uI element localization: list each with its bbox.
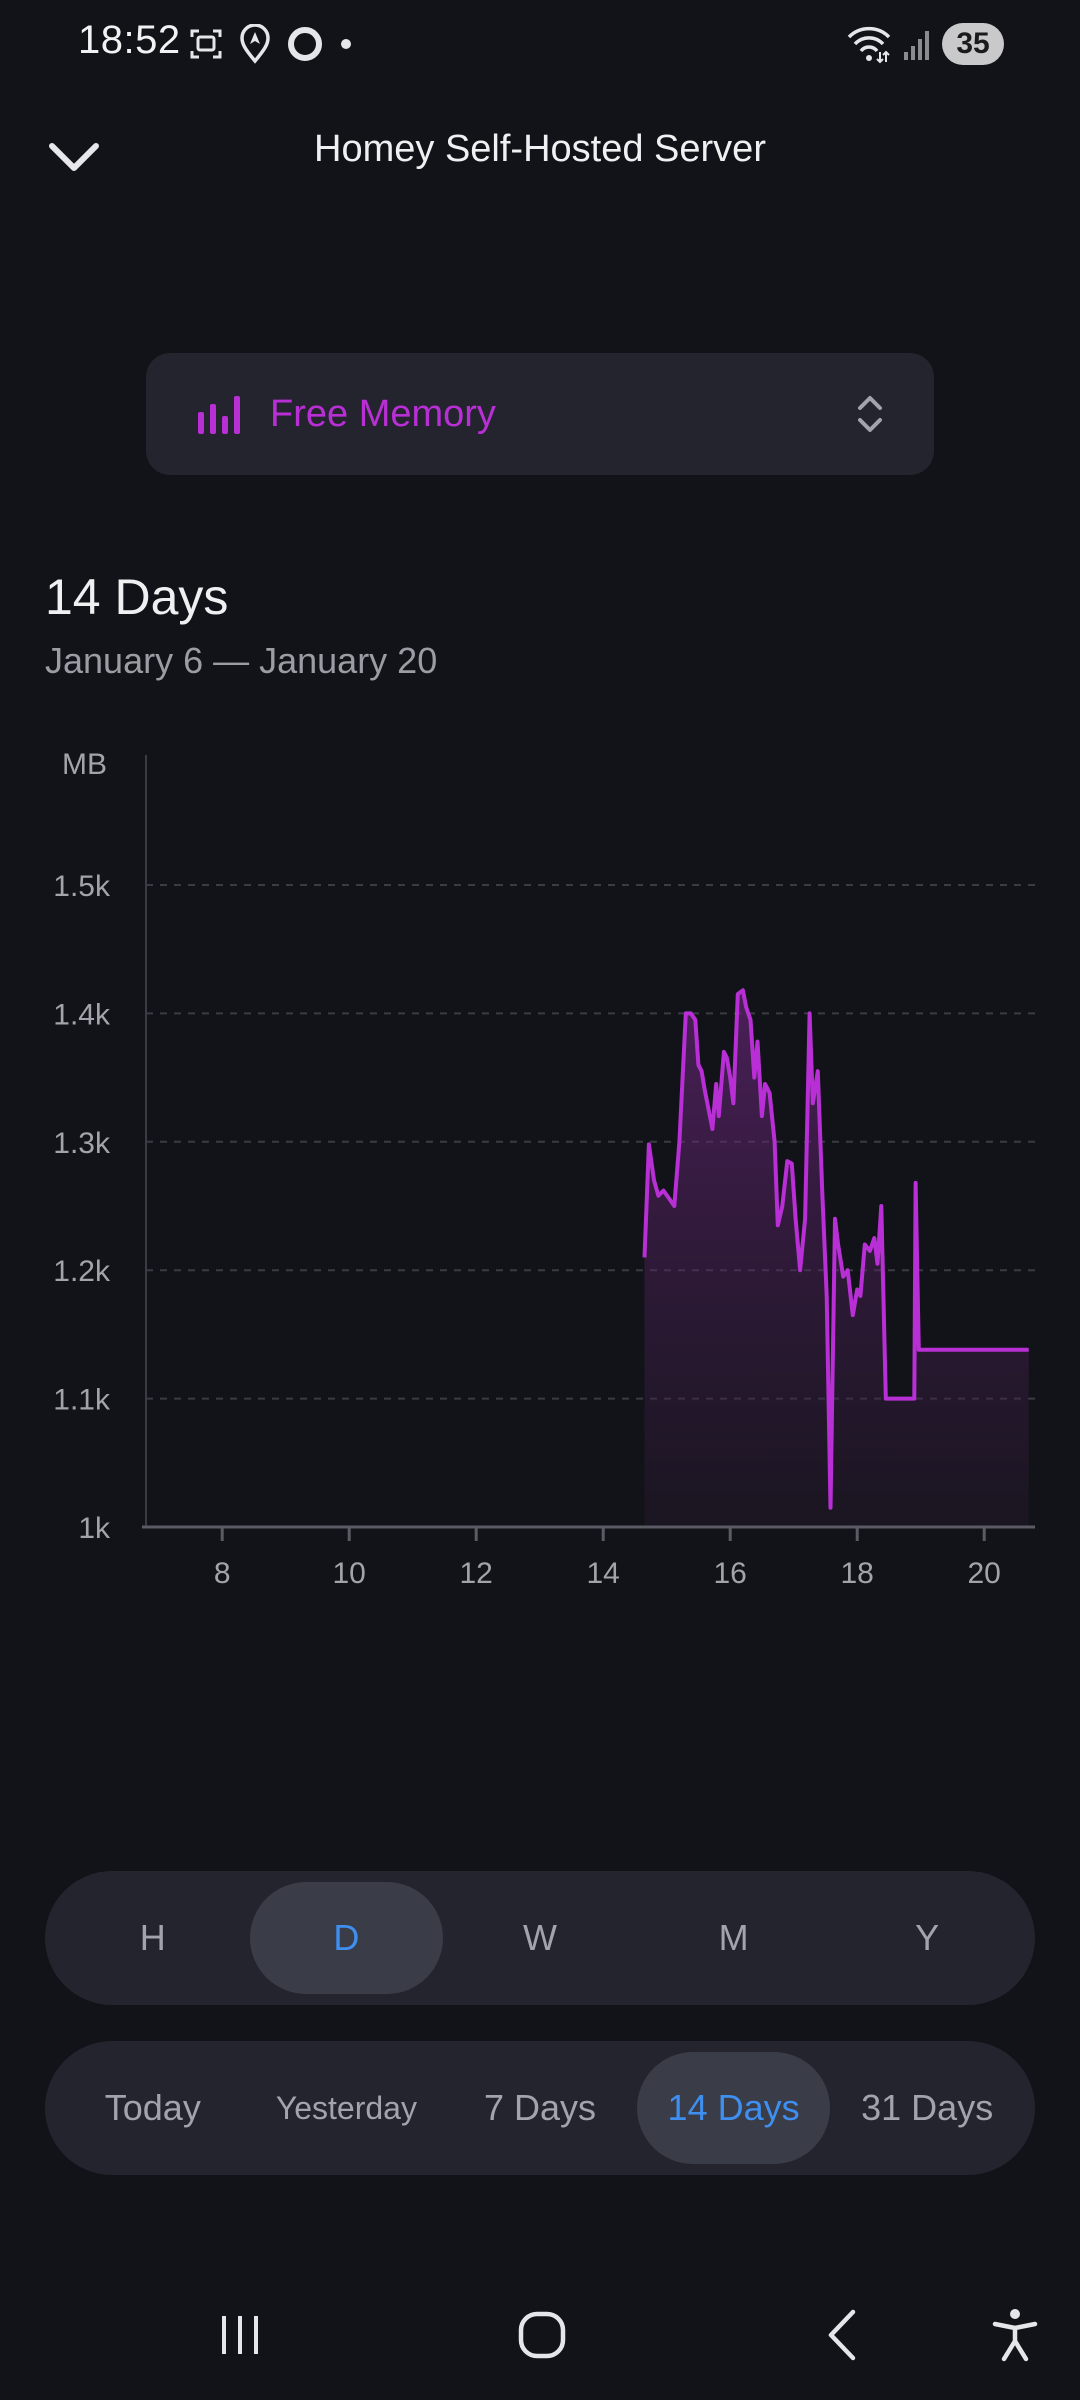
granularity-option-w[interactable]: W	[522, 1917, 557, 1958]
free-memory-chart[interactable]: 1k 1.1k 1.2k 1.3k 1.4k 1.5k MB 8 10 12 14 16 18 20	[0, 740, 1080, 1590]
back-button[interactable]	[804, 2300, 884, 2370]
series-area	[644, 990, 1029, 1527]
range-option-7-days[interactable]: 7 Days	[483, 2087, 596, 2128]
home-button[interactable]	[502, 2300, 582, 2370]
page-title: Homey Self-Hosted Server	[314, 128, 766, 170]
recent-apps-button[interactable]	[200, 2300, 280, 2370]
range-option-31-days[interactable]: 31 Days	[861, 2087, 994, 2128]
x-tick-label: 10	[333, 1557, 366, 1590]
granularity-option-h[interactable]: H	[139, 1917, 166, 1958]
x-tick-label: 14	[587, 1557, 620, 1590]
back-icon	[828, 2309, 856, 2361]
range-option-yesterday[interactable]: Yesterday	[275, 2089, 417, 2126]
y-tick-label: 1k	[78, 1512, 111, 1545]
wifi-icon	[847, 26, 891, 64]
ring-icon	[288, 27, 322, 61]
status-notification-icons	[188, 22, 354, 66]
bar-chart-icon	[198, 396, 240, 434]
location-icon	[240, 24, 270, 64]
battery-level: 35	[942, 23, 1004, 65]
range-title: 14 Days	[45, 569, 229, 625]
x-tick-label: 12	[460, 1557, 493, 1590]
y-tick-label: 1.1k	[53, 1384, 111, 1417]
range-option-14-days[interactable]: 14 Days	[636, 2052, 831, 2164]
granularity-option-d[interactable]: D	[249, 1882, 444, 1994]
range-option-today[interactable]: Today	[104, 2087, 201, 2128]
home-icon	[518, 2311, 566, 2359]
x-tick-label: 18	[841, 1557, 874, 1590]
accessibility-button[interactable]	[975, 2300, 1055, 2370]
y-tick-label: 1.2k	[53, 1255, 111, 1288]
y-tick-label: 1.5k	[53, 870, 111, 903]
dot-icon	[341, 39, 351, 49]
range-dates: January 6 — January 20	[45, 640, 438, 681]
status-time: 18:52	[78, 18, 181, 62]
granularity-option-m[interactable]: M	[718, 1917, 749, 1958]
recent-apps-icon	[222, 2316, 258, 2354]
metric-label: Free Memory	[270, 392, 496, 435]
signal-icon	[904, 31, 929, 60]
metric-selector[interactable]: Free Memory	[146, 353, 934, 475]
x-tick-label: 20	[968, 1557, 1001, 1590]
screenshot-icon	[190, 29, 222, 59]
series-line	[642, 988, 1029, 1510]
chevron-down-icon[interactable]	[46, 130, 102, 186]
y-unit-label: MB	[62, 748, 107, 781]
x-tick-label: 16	[714, 1557, 747, 1590]
granularity-option-y[interactable]: Y	[915, 1917, 940, 1958]
range-segmented-control: Today Yesterday 7 Days 14 Days 31 Days	[45, 2041, 1035, 2175]
y-tick-label: 1.4k	[53, 998, 111, 1031]
accessibility-icon	[992, 2309, 1038, 2362]
y-tick-label: 1.3k	[53, 1127, 111, 1160]
status-system-icons: 35	[846, 20, 1004, 68]
up-down-chevron-icon	[858, 396, 882, 432]
x-tick-label: 8	[214, 1557, 231, 1590]
